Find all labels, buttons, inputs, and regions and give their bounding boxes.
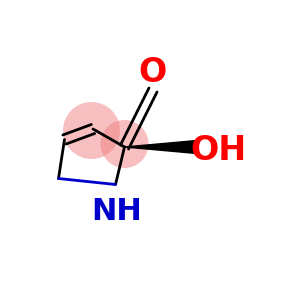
- Text: OH: OH: [191, 134, 247, 166]
- Circle shape: [63, 102, 120, 159]
- Text: O: O: [139, 56, 167, 88]
- Circle shape: [100, 120, 148, 168]
- Text: NH: NH: [92, 197, 142, 226]
- Polygon shape: [124, 140, 198, 154]
